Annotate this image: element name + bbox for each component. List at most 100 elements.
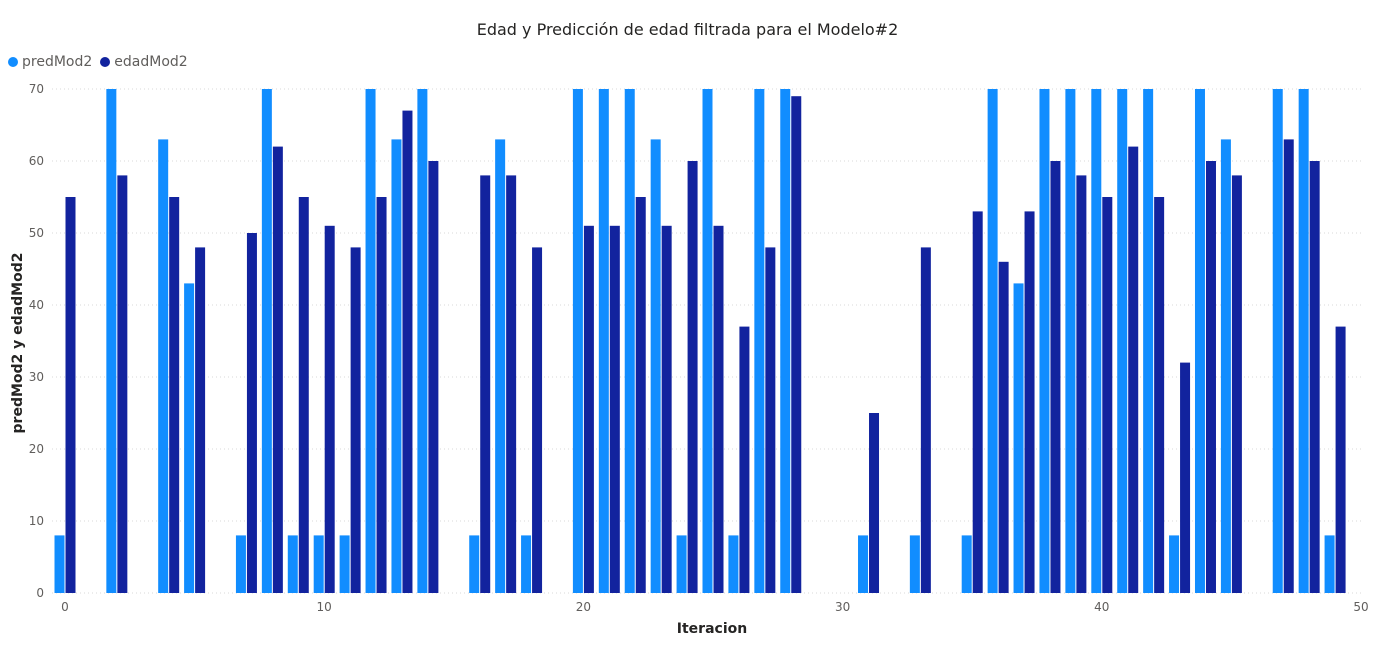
y-tick-label: 70 [29,82,44,96]
bar-predmod2[interactable] [158,139,169,593]
bar-edadmod2[interactable] [791,96,802,593]
bar-predmod2[interactable] [572,89,583,593]
bar-predmod2[interactable] [365,89,376,593]
bar-edadmod2[interactable] [1024,211,1035,593]
bar-edadmod2[interactable] [765,247,776,593]
bar-edadmod2[interactable] [583,225,594,594]
bar-predmod2[interactable] [1272,89,1283,593]
bar-predmod2[interactable] [339,535,350,593]
bar-predmod2[interactable] [391,139,402,593]
bar-predmod2[interactable] [650,139,661,593]
bar-edadmod2[interactable] [920,247,931,593]
bar-predmod2[interactable] [961,535,972,593]
bar-predmod2[interactable] [184,283,195,593]
bar-edadmod2[interactable] [350,247,361,593]
x-tick-label: 30 [835,600,850,614]
bar-edadmod2[interactable] [687,161,698,593]
bar-edadmod2[interactable] [480,175,491,593]
bar-edadmod2[interactable] [1283,139,1294,593]
bar-predmod2[interactable] [702,89,713,593]
bar-predmod2[interactable] [598,89,609,593]
bar-predmod2[interactable] [728,535,739,593]
bar-predmod2[interactable] [1039,89,1050,593]
bar-edadmod2[interactable] [272,146,283,593]
x-tick-label: 40 [1094,600,1109,614]
bar-predmod2[interactable] [1143,89,1154,593]
y-tick-label: 30 [29,370,44,384]
bar-predmod2[interactable] [287,535,298,593]
bar-predmod2[interactable] [858,535,869,593]
y-axis-ticks: 0 10 20 30 40 50 60 70 [29,82,44,600]
bar-edadmod2[interactable] [869,413,880,593]
chart-title: Edad y Predicción de edad filtrada para … [476,20,899,39]
bar-edadmod2[interactable] [376,197,387,593]
bar-edadmod2[interactable] [998,261,1009,593]
bar-predmod2[interactable] [909,535,920,593]
bar-predmod2[interactable] [1220,139,1231,593]
bar-edadmod2[interactable] [1076,175,1087,593]
bar-predmod2[interactable] [1324,535,1335,593]
bar-predmod2[interactable] [313,535,324,593]
y-tick-label: 20 [29,442,44,456]
bar-edadmod2[interactable] [1050,161,1061,593]
legend-item-predmod2[interactable]: predMod2 [8,54,92,70]
bar-edadmod2[interactable] [1102,197,1113,593]
bar-edadmod2[interactable] [506,175,517,593]
bar-edadmod2[interactable] [661,225,672,594]
bar-edadmod2[interactable] [298,197,309,593]
bar-edadmod2[interactable] [402,110,413,593]
bar-predmod2[interactable] [1194,89,1205,593]
bar-edadmod2[interactable] [195,247,206,593]
bar-edadmod2[interactable] [1154,197,1165,593]
bar-edadmod2[interactable] [428,161,439,593]
bar-edadmod2[interactable] [1231,175,1242,593]
bar-predmod2[interactable] [624,89,635,593]
bar-predmod2[interactable] [495,139,506,593]
legend-item-edadmod2[interactable]: edadMod2 [100,54,188,70]
x-tick-label: 10 [317,600,332,614]
bar-edadmod2[interactable] [1180,362,1191,593]
bar-predmod2[interactable] [1013,283,1024,593]
bar-edadmod2[interactable] [1309,161,1320,593]
bar-predmod2[interactable] [1298,89,1309,593]
bar-predmod2[interactable] [417,89,428,593]
bar-edadmod2[interactable] [65,197,76,593]
x-axis-ticks: 0 10 20 30 40 50 [61,600,1368,614]
y-tick-label: 50 [29,226,44,240]
x-tick-label: 50 [1353,600,1368,614]
bar-predmod2[interactable] [1091,89,1102,593]
bar-predmod2[interactable] [521,535,532,593]
x-axis-title: Iteracion [677,621,747,637]
bar-predmod2[interactable] [469,535,480,593]
bar-edadmod2[interactable] [609,225,620,594]
bar-edadmod2[interactable] [117,175,128,593]
bar-predmod2[interactable] [987,89,998,593]
y-tick-label: 40 [29,298,44,312]
y-axis-title: predMod2 y edadMod2 [10,253,26,434]
bar-edadmod2[interactable] [169,197,180,593]
bar-predmod2[interactable] [780,89,791,593]
bar-predmod2[interactable] [261,89,272,593]
bar-edadmod2[interactable] [246,233,257,593]
bar-predmod2[interactable] [754,89,765,593]
bar-predmod2[interactable] [235,535,246,593]
bar-predmod2[interactable] [1169,535,1180,593]
x-tick-label: 20 [576,600,591,614]
bar-edadmod2[interactable] [324,225,335,594]
bar-predmod2[interactable] [106,89,117,593]
bar-edadmod2[interactable] [739,326,750,593]
legend-label-predmod2: predMod2 [22,54,93,70]
bar-edadmod2[interactable] [532,247,543,593]
bar-edadmod2[interactable] [635,197,646,593]
legend: predMod2 edadMod2 [8,54,196,70]
bar-edadmod2[interactable] [1128,146,1139,593]
bar-edadmod2[interactable] [972,211,983,593]
bar-predmod2[interactable] [1117,89,1128,593]
bar-edadmod2[interactable] [713,225,724,594]
bar-edadmod2[interactable] [1205,161,1216,593]
bar-predmod2[interactable] [54,535,65,593]
bar-edadmod2[interactable] [1335,326,1346,593]
y-tick-label: 10 [29,514,44,528]
bar-predmod2[interactable] [1065,89,1076,593]
bar-predmod2[interactable] [676,535,687,593]
